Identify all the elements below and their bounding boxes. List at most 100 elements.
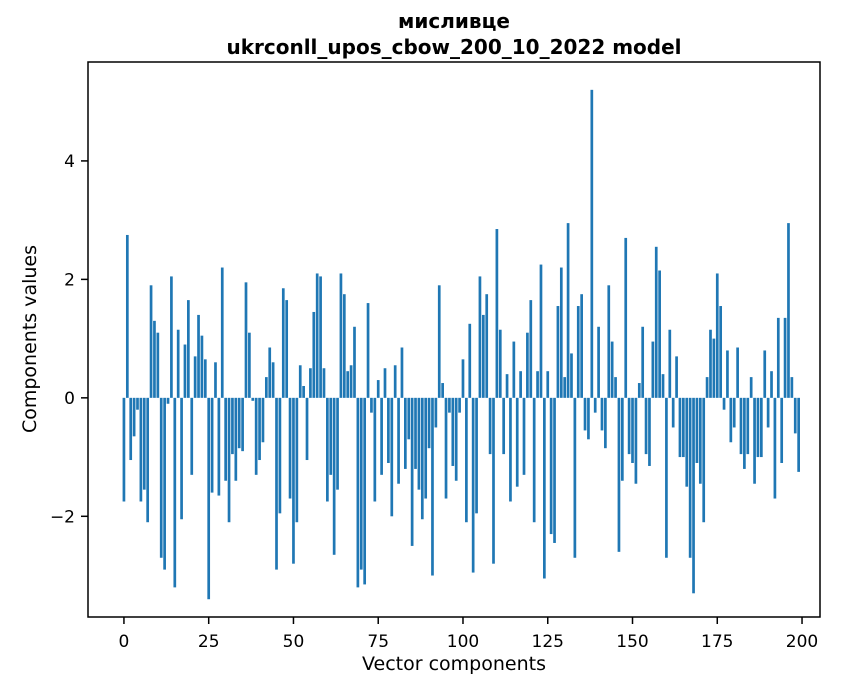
bar — [244, 282, 248, 398]
bar — [390, 397, 394, 517]
bar — [387, 397, 390, 463]
bar — [207, 397, 211, 600]
bar — [597, 326, 600, 398]
x-tick-label: 125 — [532, 632, 564, 652]
bar — [566, 223, 570, 398]
bar — [793, 397, 797, 434]
bar — [651, 341, 655, 398]
bar — [407, 397, 411, 440]
bar — [203, 359, 207, 398]
bar — [410, 397, 414, 546]
bar — [373, 397, 377, 502]
bar — [617, 397, 621, 552]
bar — [444, 397, 448, 499]
bar — [159, 397, 163, 558]
bar — [200, 335, 204, 398]
chart-title: мисливце — [398, 9, 510, 33]
bar — [783, 317, 787, 398]
bar — [495, 229, 499, 398]
bar — [732, 397, 736, 428]
axes-box — [87, 61, 821, 618]
bar — [217, 397, 221, 496]
bar — [546, 371, 550, 398]
bar — [136, 397, 139, 410]
bar — [756, 397, 760, 458]
bar — [543, 397, 546, 579]
bar — [336, 397, 339, 490]
bar — [770, 371, 773, 398]
bar — [678, 397, 682, 458]
bar — [248, 332, 251, 398]
bar — [404, 397, 407, 469]
bar — [627, 397, 631, 455]
bar — [346, 371, 350, 398]
bar — [166, 397, 170, 404]
bar — [383, 368, 387, 398]
bar — [593, 397, 597, 413]
bar — [393, 365, 397, 398]
bar — [587, 397, 590, 440]
bar — [736, 347, 739, 398]
bar — [712, 338, 716, 398]
bar — [536, 371, 539, 398]
bar — [637, 383, 641, 398]
bar — [281, 288, 285, 398]
bar — [641, 326, 645, 398]
bar — [326, 397, 329, 502]
bar — [251, 397, 255, 401]
bar — [302, 386, 305, 398]
bar — [722, 397, 726, 410]
bar — [604, 397, 607, 449]
bar — [431, 397, 434, 576]
bar — [125, 234, 129, 398]
bar — [702, 397, 706, 523]
bar — [339, 273, 343, 398]
bar — [481, 314, 485, 398]
bar — [475, 397, 478, 514]
bar — [631, 397, 634, 463]
bar — [285, 300, 289, 398]
bar — [610, 341, 614, 398]
bar — [620, 397, 624, 481]
bar — [532, 397, 536, 523]
bar — [763, 350, 767, 398]
bar — [539, 264, 543, 398]
bar — [400, 347, 404, 398]
bar — [414, 397, 417, 469]
y-axis-title: Components values — [19, 244, 41, 434]
bar — [264, 377, 268, 398]
bar — [156, 332, 160, 398]
bar — [268, 347, 272, 398]
bar — [319, 276, 322, 398]
bar — [746, 397, 750, 455]
bar — [370, 397, 373, 413]
bar — [170, 276, 173, 398]
bar — [512, 341, 516, 398]
bar — [498, 329, 502, 398]
bar — [224, 397, 227, 481]
bar — [193, 356, 197, 398]
bar — [441, 383, 444, 398]
bar — [529, 300, 533, 398]
bar — [485, 294, 489, 398]
bar — [183, 344, 187, 398]
bar — [644, 397, 648, 455]
bar — [163, 397, 166, 570]
x-axis-ticks: 0 25 50 75 100 125 150 175 200 — [119, 617, 818, 652]
bar — [454, 397, 458, 481]
bar — [753, 397, 756, 484]
bars — [122, 89, 800, 600]
bar — [766, 397, 770, 428]
bar — [573, 397, 577, 558]
bar — [132, 397, 136, 437]
bar — [139, 397, 143, 502]
bar — [665, 397, 668, 558]
bar — [695, 397, 699, 463]
bar — [397, 397, 400, 484]
bar — [231, 397, 234, 455]
bar — [332, 397, 336, 555]
bar — [237, 397, 241, 449]
bar — [760, 397, 763, 458]
bar — [146, 397, 150, 523]
